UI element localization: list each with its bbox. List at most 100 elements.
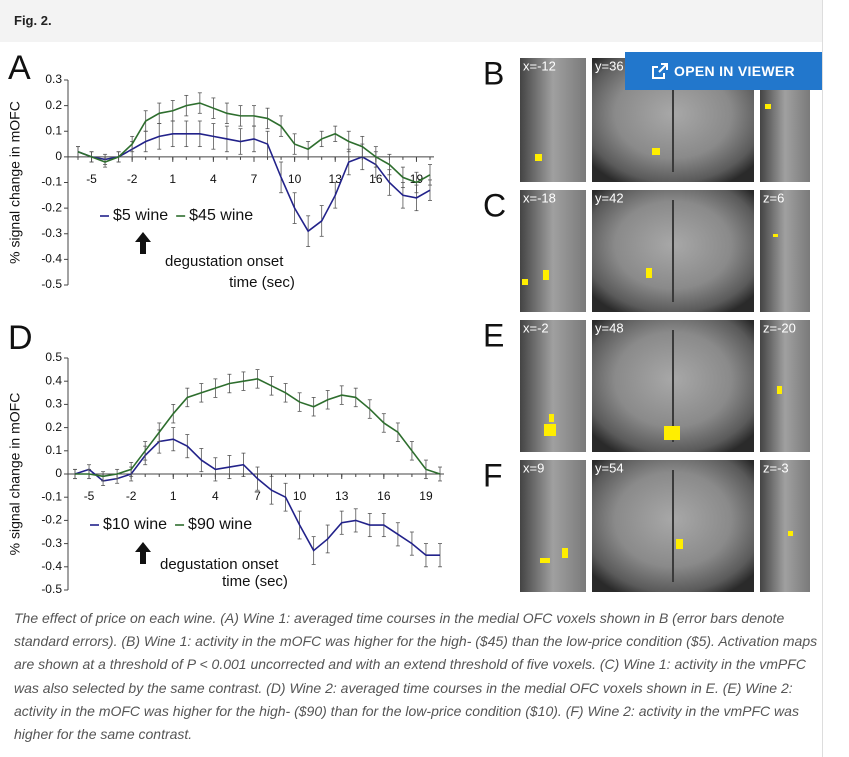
figure: A % signal change in mOFC 0.3 0.2 0.1 0 -0.1 -0… <box>7 49 810 596</box>
activation-blob <box>549 414 554 422</box>
x-tick-label: 16 <box>369 172 383 186</box>
slice-label: y=48 <box>595 320 624 335</box>
activation-blob <box>535 154 542 161</box>
annotation: degustation onset <box>165 253 284 270</box>
brain-image <box>760 190 810 312</box>
y-tick-label: -0.1 <box>41 175 62 189</box>
legend-label: $5 wine <box>113 207 168 224</box>
y-axis-label: % signal change in mOFC <box>7 101 23 264</box>
activation-blob <box>765 104 771 109</box>
x-tick-label: 19 <box>419 489 433 503</box>
brain-image <box>760 460 810 592</box>
open-in-viewer-button[interactable]: OPEN IN VIEWER <box>625 52 822 90</box>
x-tick-label: -2 <box>127 172 138 186</box>
slice-label: x=9 <box>523 460 544 475</box>
panel-letter: A <box>8 49 31 87</box>
external-icon <box>652 63 669 79</box>
figure-caption: The effect of price on each wine. (A) Wi… <box>14 610 818 743</box>
y-tick-label: -0.3 <box>41 536 62 550</box>
y-tick-label: 0.2 <box>45 420 62 434</box>
slice-label: x=-18 <box>523 190 556 205</box>
activation-blob <box>646 268 652 278</box>
y-tick-label: 0.1 <box>45 123 62 137</box>
x-tick-label: 4 <box>212 489 219 503</box>
slice-label: z=-3 <box>763 460 789 475</box>
x-tick-label: 16 <box>377 489 391 503</box>
x-tick-label: 10 <box>288 172 302 186</box>
activation-blob <box>788 531 793 536</box>
activation-blob <box>540 558 550 563</box>
x-tick-label: 1 <box>170 489 177 503</box>
slice-label: y=36 <box>595 58 624 73</box>
y-tick-label: 0.1 <box>45 443 62 457</box>
x-tick-label: 13 <box>335 489 349 503</box>
onset-arrow <box>135 542 151 564</box>
y-tick-label: 0 <box>55 149 62 163</box>
y-tick-label: -0.1 <box>41 489 62 503</box>
x-tick-label: 10 <box>293 489 307 503</box>
y-tick-label: -0.2 <box>41 513 62 527</box>
slice-label: x=-12 <box>523 58 556 73</box>
y-tick-label: -0.5 <box>41 277 62 291</box>
y-tick-label: 0.2 <box>45 98 62 112</box>
activation-blob <box>652 148 660 155</box>
activation-blob <box>544 424 556 436</box>
legend-label: $10 wine <box>103 516 167 533</box>
x-tick-label: -5 <box>86 172 97 186</box>
x-tick-label: -5 <box>84 489 95 503</box>
series-line <box>75 378 441 478</box>
x-tick-label: 13 <box>329 172 343 186</box>
slice-label: y=54 <box>595 460 624 475</box>
x-axis-label: time (sec) <box>222 573 288 590</box>
series-line <box>74 438 440 556</box>
y-axis-label: % signal change in mOFC <box>7 393 23 556</box>
onset-arrow <box>135 232 151 254</box>
slice-label: y=42 <box>595 190 624 205</box>
brain-image <box>520 460 586 592</box>
series-line <box>77 102 431 184</box>
y-tick-label: -0.4 <box>41 559 62 573</box>
divider <box>822 0 823 757</box>
panel-letter: F <box>483 457 503 493</box>
activation-blob <box>562 548 568 558</box>
y-tick-label: 0.3 <box>45 397 62 411</box>
activation-blob <box>676 539 683 549</box>
activation-blob <box>522 279 528 285</box>
y-tick-label: 0.5 <box>45 350 62 364</box>
series-line <box>77 133 431 233</box>
y-tick-label: 0.3 <box>45 72 62 86</box>
brain-image <box>760 320 810 452</box>
figure-title: Fig. 2. <box>14 13 52 28</box>
brain-image <box>520 58 586 182</box>
x-tick-label: -2 <box>126 489 137 503</box>
legend-label: $90 wine <box>188 516 252 533</box>
activation-blob <box>773 234 778 237</box>
button-label: OPEN IN VIEWER <box>674 63 795 79</box>
x-axis-label: time (sec) <box>229 274 295 291</box>
brain-image <box>520 190 586 312</box>
slice-label: z=6 <box>763 190 784 205</box>
y-tick-label: -0.2 <box>41 200 62 214</box>
x-tick-label: 7 <box>251 172 258 186</box>
annotation: degustation onset <box>160 556 279 573</box>
activation-blob <box>543 270 549 280</box>
slice-label: z=-20 <box>763 320 796 335</box>
x-tick-label: 7 <box>254 489 261 503</box>
y-tick-label: -0.3 <box>41 226 62 240</box>
y-tick-label: 0 <box>55 466 62 480</box>
activation-blob <box>664 426 680 440</box>
panel-letter: B <box>483 55 504 91</box>
slice-label: x=-2 <box>523 320 549 335</box>
y-tick-label: -0.4 <box>41 252 62 266</box>
panel-letter: D <box>8 319 33 357</box>
figure-header: Fig. 2. <box>0 0 822 42</box>
activation-blob <box>777 386 782 394</box>
y-tick-label: -0.5 <box>41 582 62 596</box>
panel-letter: E <box>483 317 504 353</box>
x-tick-label: 4 <box>210 172 217 186</box>
legend-label: $45 wine <box>189 207 253 224</box>
panel-letter: C <box>483 187 506 223</box>
x-tick-label: 1 <box>169 172 176 186</box>
y-tick-label: 0.4 <box>45 373 62 387</box>
